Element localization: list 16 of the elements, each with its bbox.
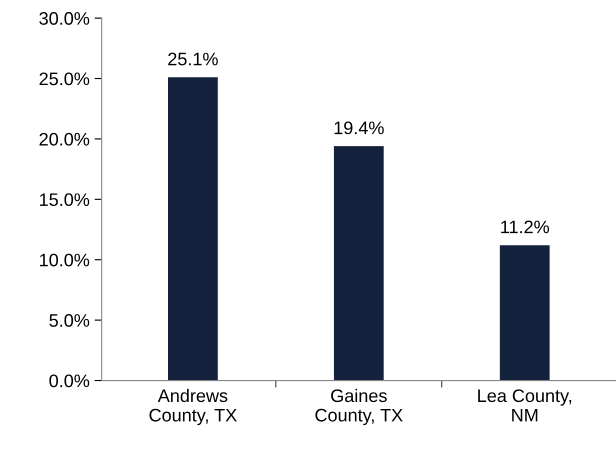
bar: [168, 77, 218, 381]
data-label: 11.2%: [501, 220, 550, 234]
x-tick-label: Lea County, NM: [478, 389, 572, 422]
x-tick-label: Andrews County, TX: [149, 388, 237, 426]
x-tick-label: Gaines County, TX: [315, 388, 403, 426]
data-label: 19.4%: [334, 121, 384, 134]
y-tick-label: 0.0%: [49, 374, 90, 388]
bar: [334, 146, 384, 381]
data-label: 25.1%: [168, 52, 218, 66]
y-tick-label: 20.0%: [40, 132, 90, 146]
y-tick-label: 25.0%: [40, 72, 90, 86]
y-tick-label: 10.0%: [40, 254, 90, 266]
bar: [500, 245, 550, 381]
y-tick-label: 5.0%: [49, 314, 90, 327]
y-tick-label: 30.0%: [39, 12, 90, 25]
y-tick-label: 15.0%: [40, 193, 90, 206]
